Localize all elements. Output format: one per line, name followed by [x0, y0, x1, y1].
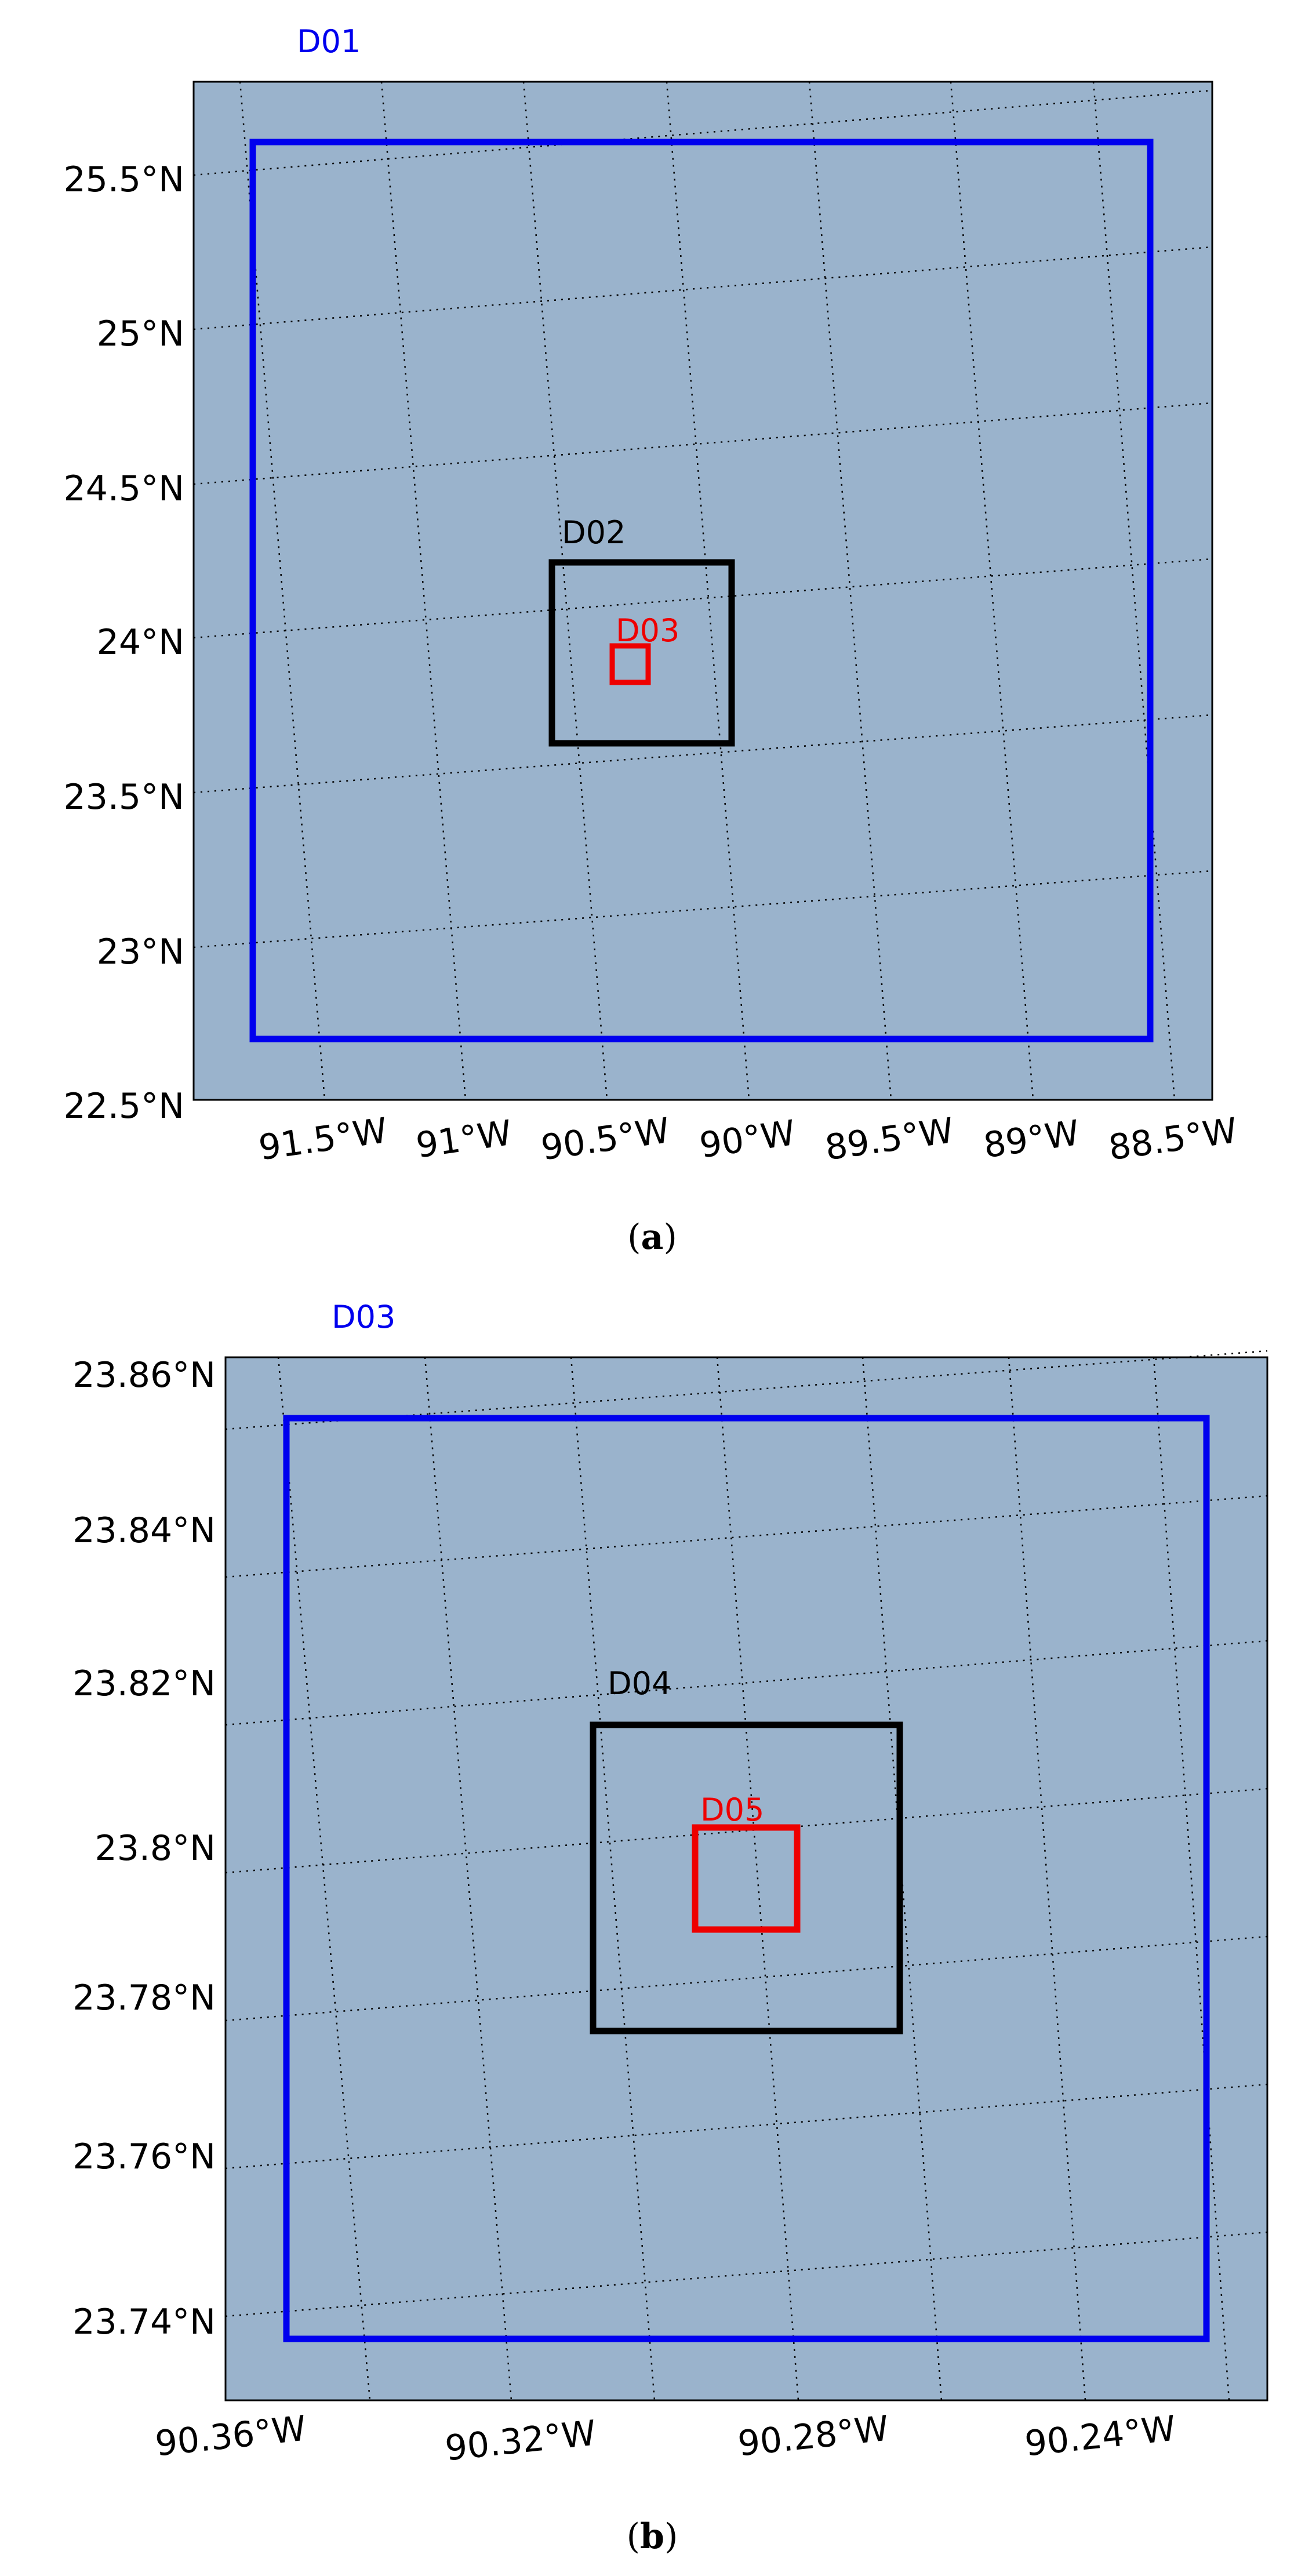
caption-a: (a): [627, 1217, 677, 1258]
lon-ticks-a: 91.5°W 91°W 90.5°W 90°W 89.5°W 89°W 88.5…: [256, 1110, 1239, 1168]
lat-tick: 23.84°N: [72, 1510, 216, 1551]
panel-b: D03 D04 D05 23.86°N 23.84°N: [72, 1299, 1268, 2557]
lon-tick: 90.36°W: [153, 2408, 308, 2465]
domain-box-d03: [609, 643, 651, 685]
domain-box-d02: [548, 559, 735, 747]
domain-label-d03: D03: [616, 612, 679, 649]
domain-label-d05: D05: [700, 1792, 764, 1828]
domain-label-d04: D04: [608, 1665, 671, 1702]
map-area-b[interactable]: [224, 1356, 1268, 2401]
lat-tick: 25.5°N: [64, 159, 184, 200]
lat-tick: 24.5°N: [64, 468, 184, 509]
lon-tick: 91.5°W: [256, 1110, 390, 1168]
lat-tick: 23.82°N: [72, 1663, 216, 1704]
lon-tick: 90.28°W: [736, 2408, 890, 2465]
lon-tick: 90°W: [697, 1113, 798, 1166]
top-domain-label-b: D03: [332, 1299, 395, 1335]
lon-tick: 90.24°W: [1023, 2408, 1177, 2465]
domain-box-d03-outer: [283, 1415, 1210, 2342]
lat-tick: 25°N: [97, 314, 184, 354]
lat-ticks-b: 23.86°N 23.84°N 23.82°N 23.8°N 23.78°N 2…: [72, 1355, 216, 2342]
lat-tick: 23.74°N: [72, 2302, 216, 2342]
lat-tick: 24°N: [97, 622, 184, 663]
domain-label-d02: D02: [562, 514, 626, 551]
domain-box-d01: [249, 139, 1154, 1042]
lon-tick: 89°W: [981, 1113, 1082, 1166]
domain-box-d05: [692, 1824, 801, 1933]
domain-box-d04: [590, 1721, 903, 2034]
top-domain-label-a: D01: [297, 23, 361, 60]
lat-tick: 22.5°N: [64, 1086, 184, 1127]
lat-tick: 23.5°N: [64, 777, 184, 818]
lat-ticks-a: 25.5°N 25°N 24.5°N 24°N 23.5°N 23°N 22.5…: [64, 159, 184, 1127]
lat-tick: 23.86°N: [72, 1355, 216, 1396]
lon-tick: 90.5°W: [539, 1110, 672, 1168]
graticule-b: [225, 1350, 1268, 2401]
lon-tick: 91°W: [413, 1113, 514, 1166]
lon-ticks-b: 90.36°W 90.32°W 90.28°W 90.24°W: [153, 2408, 1177, 2469]
panel-a: D01 D02 D03 25.5°N 25°N 24.5°: [64, 23, 1240, 1258]
lon-tick: 90.32°W: [443, 2413, 598, 2469]
map-area-a[interactable]: [192, 81, 1213, 1101]
lon-tick: 88.5°W: [1106, 1110, 1239, 1168]
caption-b: (b): [627, 2516, 678, 2557]
lat-tick: 23°N: [97, 932, 184, 972]
lat-tick: 23.8°N: [95, 1828, 216, 1869]
lat-tick: 23.78°N: [72, 1978, 216, 2018]
lat-tick: 23.76°N: [72, 2137, 216, 2177]
lon-tick: 89.5°W: [823, 1110, 956, 1168]
